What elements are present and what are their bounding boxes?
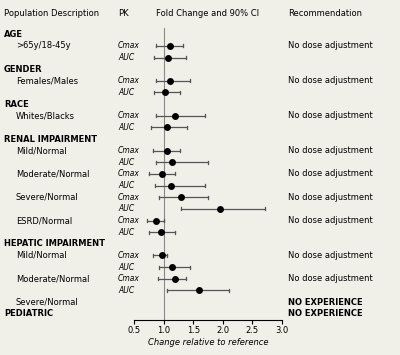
Text: Severe/Normal: Severe/Normal xyxy=(16,193,79,202)
Text: Moderate/Normal: Moderate/Normal xyxy=(16,274,90,283)
Text: Cmax: Cmax xyxy=(118,76,140,85)
Text: Mild/Normal: Mild/Normal xyxy=(16,146,67,155)
Text: AUC: AUC xyxy=(118,88,134,97)
Text: AUC: AUC xyxy=(118,123,134,132)
X-axis label: Change relative to reference: Change relative to reference xyxy=(148,338,268,346)
Text: ESRD/Normal: ESRD/Normal xyxy=(16,216,72,225)
Text: AUC: AUC xyxy=(118,158,134,167)
Text: NO EXPERIENCE: NO EXPERIENCE xyxy=(288,297,363,306)
Text: Population Description: Population Description xyxy=(4,9,99,18)
Text: Fold Change and 90% CI: Fold Change and 90% CI xyxy=(156,9,260,18)
Text: AUC: AUC xyxy=(118,204,134,213)
Text: AUC: AUC xyxy=(118,263,134,272)
Text: No dose adjustment: No dose adjustment xyxy=(288,169,373,179)
Text: Cmax: Cmax xyxy=(118,251,140,260)
Text: No dose adjustment: No dose adjustment xyxy=(288,146,373,155)
Text: Severe/Normal: Severe/Normal xyxy=(16,297,79,306)
Text: Whites/Blacks: Whites/Blacks xyxy=(16,111,75,120)
Text: Cmax: Cmax xyxy=(118,111,140,120)
Text: Cmax: Cmax xyxy=(118,169,140,179)
Text: No dose adjustment: No dose adjustment xyxy=(288,251,373,260)
Text: Cmax: Cmax xyxy=(118,146,140,155)
Text: No dose adjustment: No dose adjustment xyxy=(288,216,373,225)
Text: Moderate/Normal: Moderate/Normal xyxy=(16,169,90,179)
Text: Cmax: Cmax xyxy=(118,193,140,202)
Text: NO EXPERIENCE: NO EXPERIENCE xyxy=(288,309,363,318)
Text: AUC: AUC xyxy=(118,286,134,295)
Text: No dose adjustment: No dose adjustment xyxy=(288,274,373,283)
Text: PK: PK xyxy=(118,9,129,18)
Text: PEDIATRIC: PEDIATRIC xyxy=(4,309,53,318)
Text: AUC: AUC xyxy=(118,53,134,62)
Text: Recommendation: Recommendation xyxy=(288,9,362,18)
Text: No dose adjustment: No dose adjustment xyxy=(288,76,373,85)
Text: Cmax: Cmax xyxy=(118,274,140,283)
Text: Cmax: Cmax xyxy=(118,216,140,225)
Text: RENAL IMPAIRMENT: RENAL IMPAIRMENT xyxy=(4,135,97,143)
Text: AUC: AUC xyxy=(118,228,134,237)
Text: Cmax: Cmax xyxy=(118,42,140,50)
Text: AGE: AGE xyxy=(4,30,23,39)
Text: AUC: AUC xyxy=(118,181,134,190)
Text: GENDER: GENDER xyxy=(4,65,43,73)
Text: HEPATIC IMPAIRMENT: HEPATIC IMPAIRMENT xyxy=(4,239,105,248)
Text: No dose adjustment: No dose adjustment xyxy=(288,111,373,120)
Text: Females/Males: Females/Males xyxy=(16,76,78,85)
Text: >65y/18-45y: >65y/18-45y xyxy=(16,42,71,50)
Text: RACE: RACE xyxy=(4,100,29,109)
Text: No dose adjustment: No dose adjustment xyxy=(288,42,373,50)
Text: Mild/Normal: Mild/Normal xyxy=(16,251,67,260)
Text: No dose adjustment: No dose adjustment xyxy=(288,193,373,202)
